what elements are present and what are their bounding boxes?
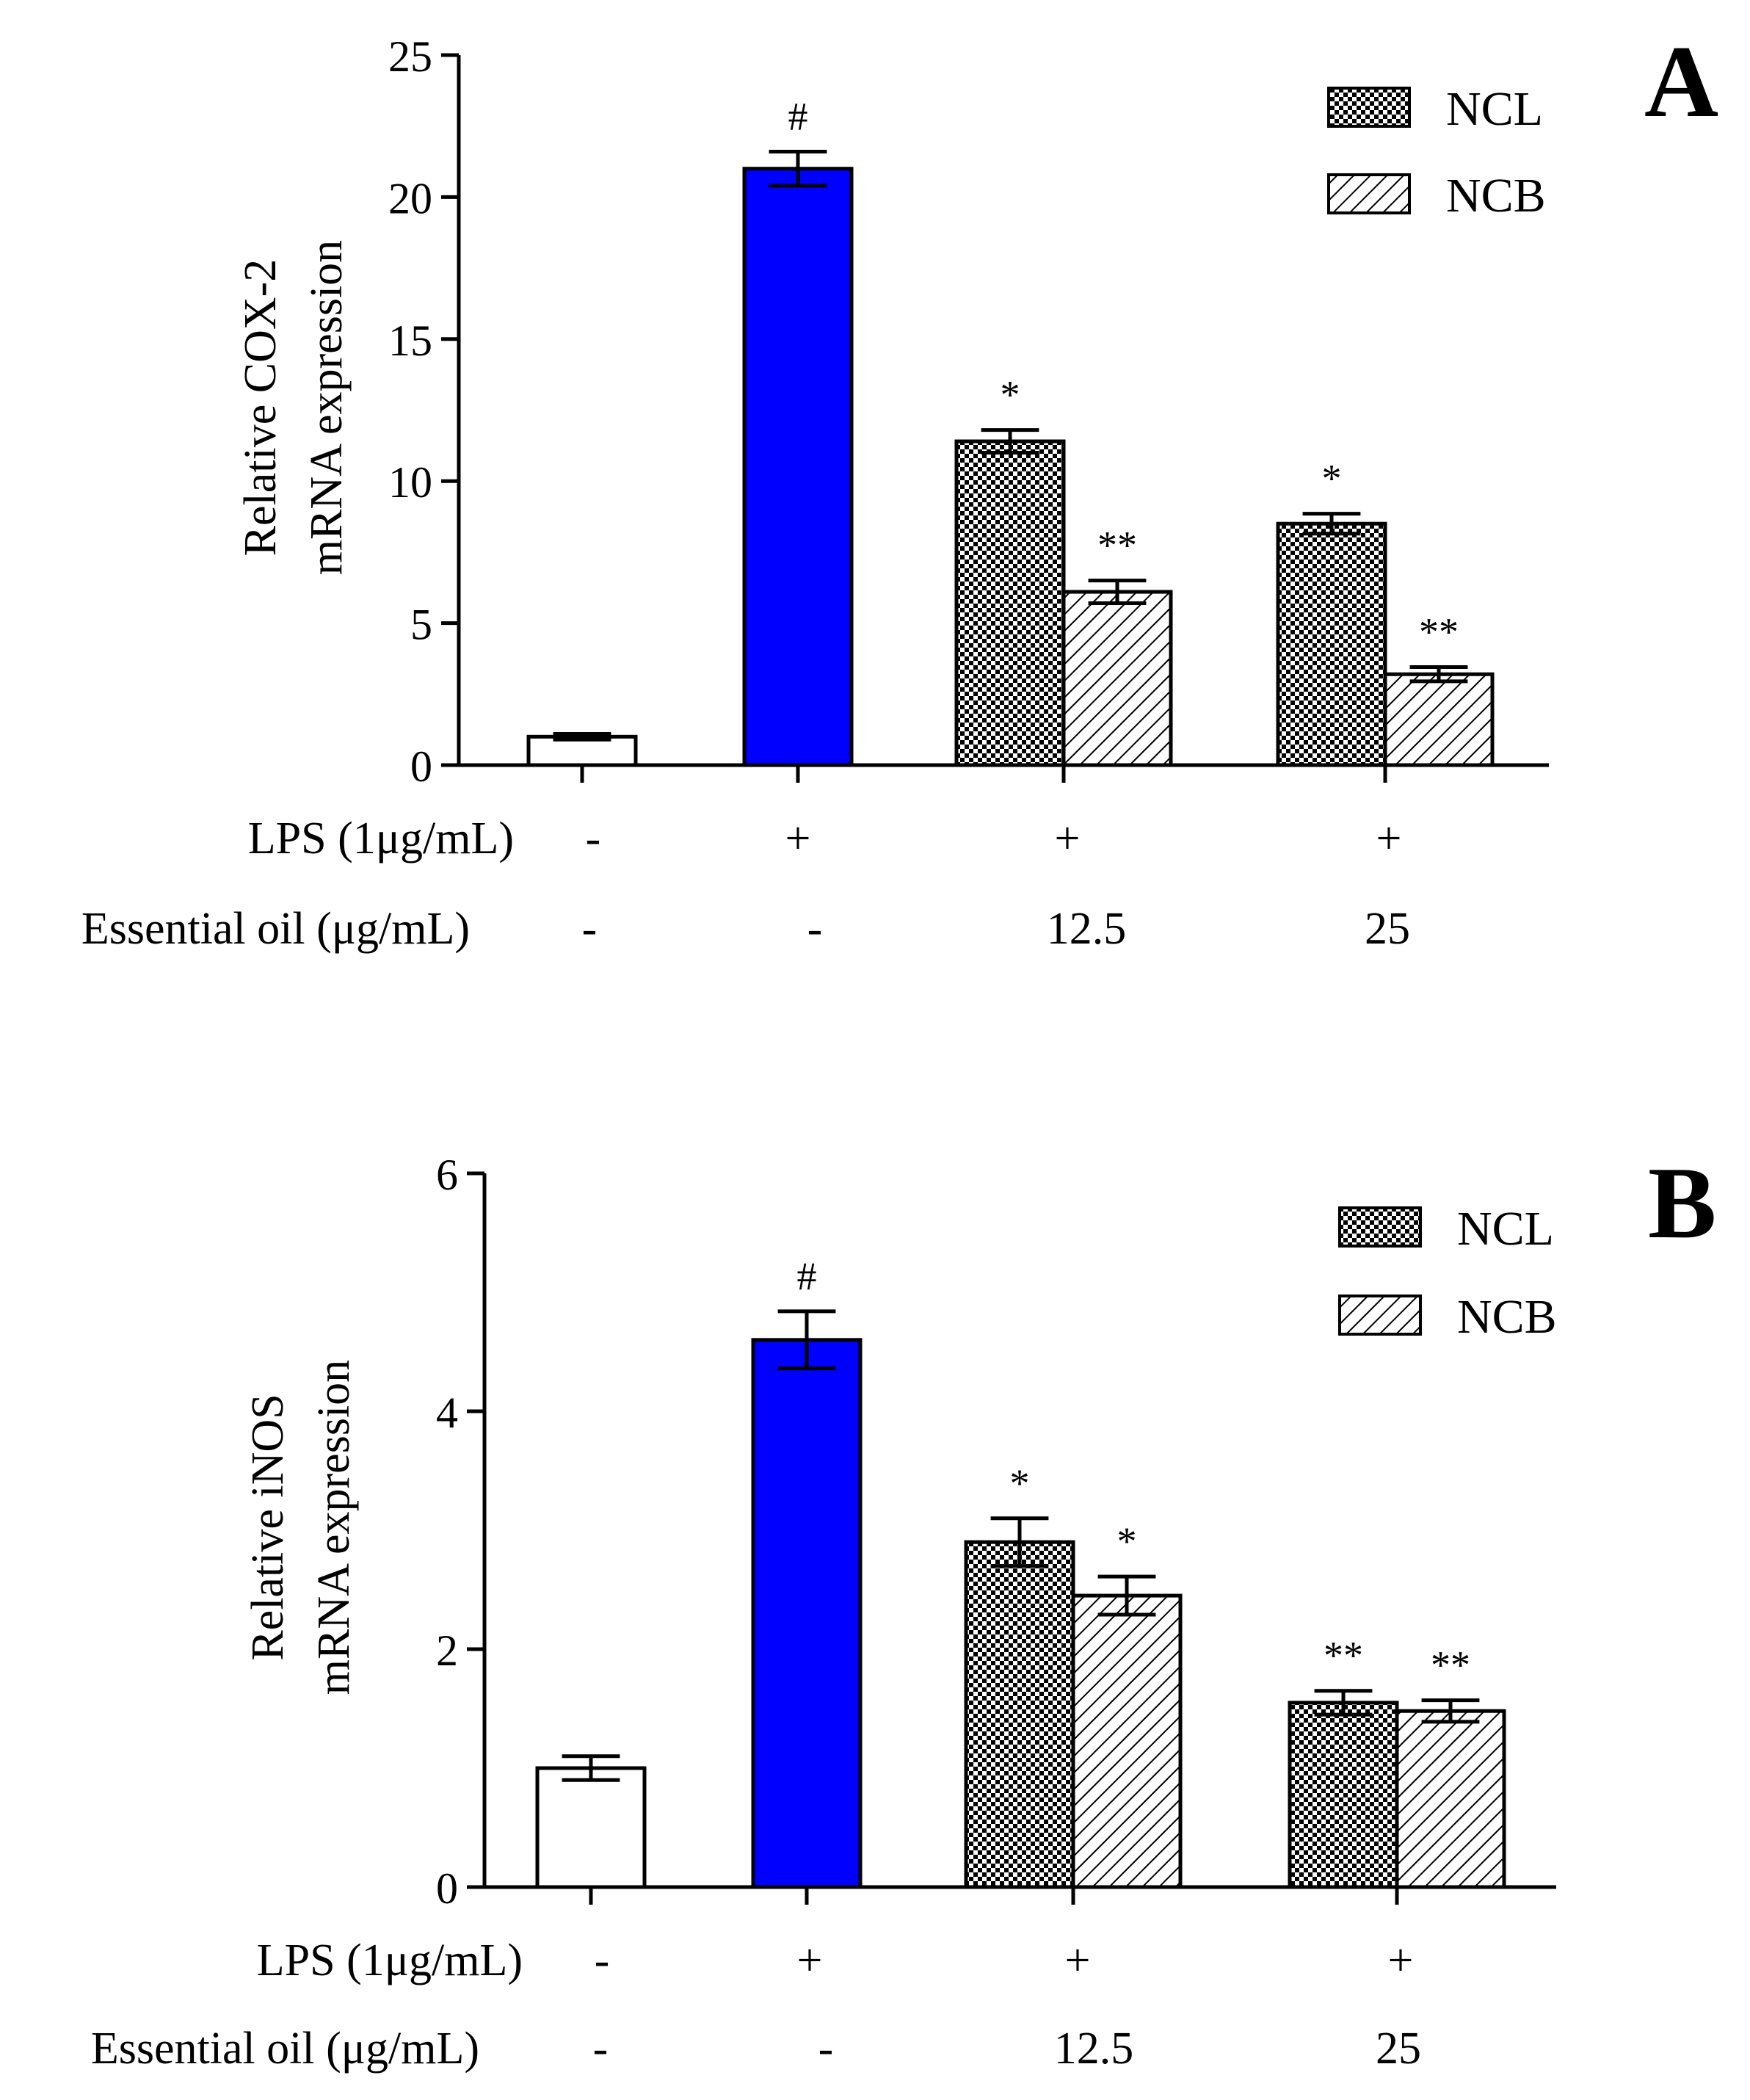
legend-swatch-ncb bbox=[1338, 1295, 1422, 1336]
y-axis-label: mRNA expression bbox=[309, 1360, 359, 1695]
y-tick-label: 6 bbox=[436, 1151, 458, 1199]
ncl-bar bbox=[954, 439, 1066, 767]
significance-label: ** bbox=[1324, 1634, 1363, 1678]
row-value: 25 bbox=[1365, 904, 1410, 954]
y-tick-label: 0 bbox=[436, 1864, 458, 1913]
panel-b: 0 2 4 6 Relative iNOS mRNA expression # * * ** ** N… bbox=[0, 1101, 1750, 2100]
row-value: + bbox=[1388, 1936, 1414, 1985]
lps-bar bbox=[751, 1338, 863, 1889]
row-value: - bbox=[818, 2024, 834, 2074]
y-axis-label: Relative COX-2 bbox=[236, 259, 286, 557]
row-label: Essential oil (μg/mL) bbox=[91, 2024, 479, 2074]
row-label: Essential oil (μg/mL) bbox=[81, 904, 470, 954]
row-value: + bbox=[1376, 814, 1402, 863]
row-value: 12.5 bbox=[1054, 2024, 1134, 2074]
y-tick-label: 25 bbox=[388, 32, 432, 81]
y-tick-label: 10 bbox=[388, 458, 432, 507]
panel-label: B bbox=[1648, 1146, 1716, 1260]
row-value: + bbox=[797, 1936, 823, 1985]
legend-swatch-ncb bbox=[1327, 173, 1411, 214]
row-value: - bbox=[582, 904, 598, 954]
row-value: 25 bbox=[1376, 2024, 1421, 2074]
legend-swatch-ncl bbox=[1338, 1206, 1422, 1248]
y-tick-label: 5 bbox=[410, 601, 432, 649]
ncb-bar bbox=[1383, 672, 1495, 767]
significance-label: # bbox=[797, 1254, 817, 1298]
ncl-bar bbox=[1276, 521, 1387, 767]
row-value: - bbox=[593, 2024, 609, 2074]
y-axis-label: mRNA expression bbox=[302, 240, 352, 575]
row-label: LPS (1μg/mL) bbox=[248, 814, 514, 863]
legend-label: NCB bbox=[1446, 169, 1546, 222]
y-tick-label: 20 bbox=[388, 174, 432, 222]
row-value: - bbox=[586, 814, 601, 863]
row-label: LPS (1μg/mL) bbox=[257, 1936, 523, 1985]
row-value: - bbox=[807, 904, 823, 954]
significance-label: * bbox=[1322, 457, 1342, 501]
legend-label: NCL bbox=[1457, 1202, 1554, 1256]
lps-bar bbox=[742, 167, 854, 767]
significance-label: ** bbox=[1419, 610, 1459, 654]
ncb-bar bbox=[1061, 590, 1173, 767]
ncl-bar bbox=[964, 1540, 1075, 1889]
panel-a: 0 5 10 15 20 25 Relative COX-2 mRNA expression #… bbox=[0, 0, 1750, 1028]
row-value: 12.5 bbox=[1047, 904, 1127, 954]
row-value: + bbox=[785, 814, 811, 863]
legend-swatch-ncl bbox=[1327, 87, 1411, 128]
significance-label: ** bbox=[1097, 524, 1137, 568]
ncb-bar bbox=[1071, 1593, 1183, 1889]
legend-label: NCL bbox=[1446, 82, 1543, 136]
row-value: - bbox=[595, 1936, 610, 1985]
significance-label: * bbox=[1117, 1519, 1137, 1563]
ncb-bar bbox=[1395, 1709, 1506, 1889]
y-axis-label: Relative iNOS bbox=[243, 1394, 293, 1660]
y-tick-label: 15 bbox=[388, 316, 432, 365]
y-tick-label: 2 bbox=[436, 1626, 458, 1675]
row-value: + bbox=[1055, 814, 1081, 863]
y-tick-label: 4 bbox=[436, 1388, 458, 1437]
cox2-bar-chart: 0 5 10 15 20 25 Relative COX-2 mRNA expression #… bbox=[81, 25, 1718, 954]
control-bar bbox=[535, 1766, 647, 1889]
y-tick-label: 0 bbox=[410, 742, 432, 791]
significance-label: # bbox=[788, 95, 808, 139]
significance-label: ** bbox=[1431, 1643, 1470, 1687]
panel-label: A bbox=[1644, 25, 1718, 139]
ncl-bar bbox=[1288, 1701, 1399, 1889]
significance-label: * bbox=[1010, 1461, 1030, 1505]
row-value: + bbox=[1065, 1936, 1091, 1985]
significance-label: * bbox=[1001, 373, 1020, 417]
legend-label: NCB bbox=[1457, 1290, 1557, 1344]
